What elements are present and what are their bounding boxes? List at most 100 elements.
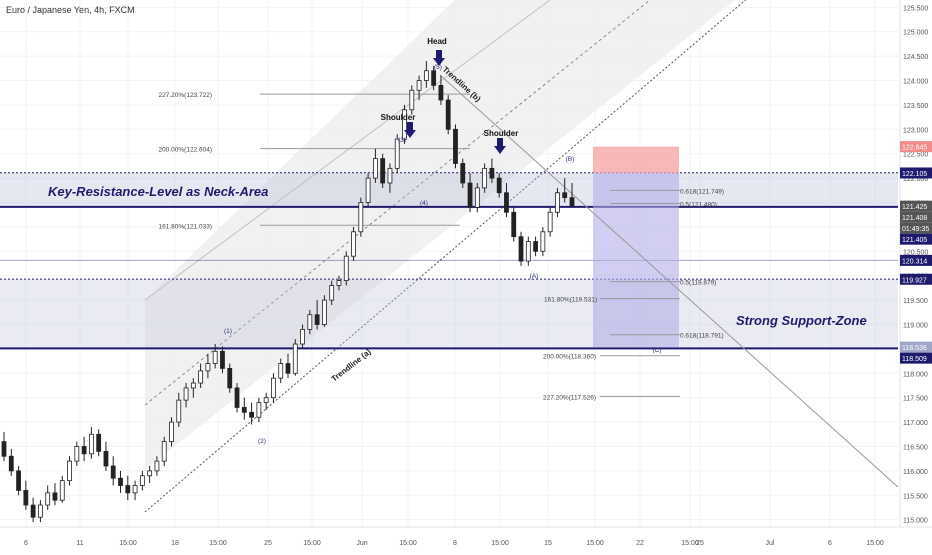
candle-body	[307, 314, 313, 330]
trendline-a	[144, 0, 747, 513]
wave-label: (A)	[530, 273, 539, 280]
wave-label: (3)	[398, 137, 406, 144]
x-tick-label: 6	[828, 540, 832, 547]
shoulder-right-label: Shoulder	[484, 129, 519, 138]
fib-level-label: 161.80%(119.531)	[544, 297, 597, 304]
candle-body	[569, 197, 575, 207]
support-zone-label: Strong Support-Zone	[736, 313, 867, 328]
candle-body	[96, 433, 102, 452]
x-tick-label: 25	[264, 540, 272, 547]
candle-body	[241, 407, 247, 413]
x-tick-label: 15:00	[586, 540, 604, 547]
candle-body	[278, 363, 284, 379]
candle-body	[220, 350, 225, 369]
x-tick-label: Jul	[766, 540, 775, 547]
head-arrow	[433, 50, 445, 66]
candle-body	[482, 167, 488, 189]
candle-body	[263, 397, 269, 403]
x-tick-label: 15	[544, 540, 552, 547]
fib-level-label: 227.20%(123.722)	[159, 92, 213, 99]
y-tick-label: 117.000	[903, 420, 928, 427]
fib-level-label: 0.5(119.879)	[680, 280, 716, 287]
y-tick-label: 123.500	[903, 103, 928, 110]
price-badge	[900, 222, 932, 234]
candle-body	[416, 80, 422, 91]
fib-level-label: 161.80%(121.033)	[159, 223, 213, 230]
price-badge-label: 121.425	[902, 204, 927, 211]
candle-body	[176, 399, 182, 423]
x-tick-label: 8	[453, 540, 457, 547]
candle-body	[81, 446, 87, 455]
candle-body	[438, 84, 444, 101]
candle-body	[300, 328, 305, 345]
candle-body	[496, 177, 502, 194]
candle-body	[67, 460, 72, 482]
candle-body	[322, 299, 327, 325]
y-tick-label: 125.000	[903, 30, 928, 37]
candle-body	[402, 109, 407, 140]
candle-body	[409, 89, 415, 111]
candle-body	[88, 433, 94, 455]
price-badge	[900, 254, 932, 266]
candle-body	[518, 236, 524, 262]
candle-body	[504, 192, 509, 213]
wave-label: (5)	[434, 64, 442, 71]
x-tick-label: 22	[636, 540, 644, 547]
x-tick-label: Jun	[356, 540, 367, 547]
y-tick-label: 123.000	[903, 127, 928, 134]
candle-body	[1, 441, 7, 457]
candle-body	[234, 387, 240, 408]
candle-body	[423, 70, 429, 81]
candle-body	[285, 363, 291, 374]
x-tick-label: 15:00	[866, 540, 884, 547]
candle-body	[190, 382, 196, 389]
wave-label: (4)	[420, 200, 428, 207]
x-tick-label: 15:00	[209, 540, 227, 547]
y-tick-label: 120.500	[903, 249, 928, 256]
candle-body	[380, 158, 386, 184]
candle-body	[154, 460, 160, 472]
y-tick-label: 122.000	[903, 176, 928, 183]
take-profit-box	[593, 172, 679, 348]
y-tick-label: 117.500	[903, 396, 928, 403]
candle-body	[249, 411, 254, 418]
candle-body	[74, 446, 80, 462]
candle-body	[38, 504, 43, 518]
candle-body	[198, 370, 204, 384]
candle-body	[212, 350, 218, 364]
price-badge-label: 01:49:35	[902, 226, 929, 233]
y-tick-label: 116.000	[903, 469, 928, 476]
channel-fill	[145, 0, 735, 470]
candle-body	[453, 128, 458, 164]
candle-body	[256, 402, 262, 418]
candle-body	[460, 163, 466, 184]
candle-body	[489, 167, 495, 179]
x-tick-label: 11	[76, 540, 83, 547]
price-badge-label: 118.536	[902, 345, 927, 352]
fib-level-label: 200.00%(118.360)	[543, 354, 596, 361]
x-tick-label: 6	[24, 540, 28, 547]
time-axis	[0, 527, 932, 550]
fib-level-label: 200.00%(122.604)	[159, 147, 213, 154]
candle-body	[227, 368, 233, 389]
price-badge	[900, 141, 932, 153]
candle-body	[132, 485, 138, 494]
head-label: Head	[427, 37, 447, 46]
x-tick-label: 15:00	[119, 540, 137, 547]
y-tick-label: 119.000	[903, 322, 928, 329]
chart-title: Euro / Japanese Yen, 4h, FXCM	[6, 5, 135, 15]
candle-body	[103, 450, 109, 467]
fib-level-label: 227.20%(117.526)	[543, 394, 596, 401]
candle-body	[540, 231, 546, 252]
channel-top-line	[144, 0, 551, 301]
candle-body	[271, 377, 276, 399]
y-tick-label: 115.500	[903, 493, 928, 500]
candle-body	[161, 441, 167, 462]
wave-label: (B)	[566, 156, 575, 163]
candle-body	[183, 387, 189, 401]
stop-loss-box	[593, 146, 679, 173]
fib-level-label: 0.618(121.749)	[680, 188, 724, 195]
wave-label: (C)	[652, 347, 661, 354]
y-tick-label: 124.000	[903, 79, 928, 86]
